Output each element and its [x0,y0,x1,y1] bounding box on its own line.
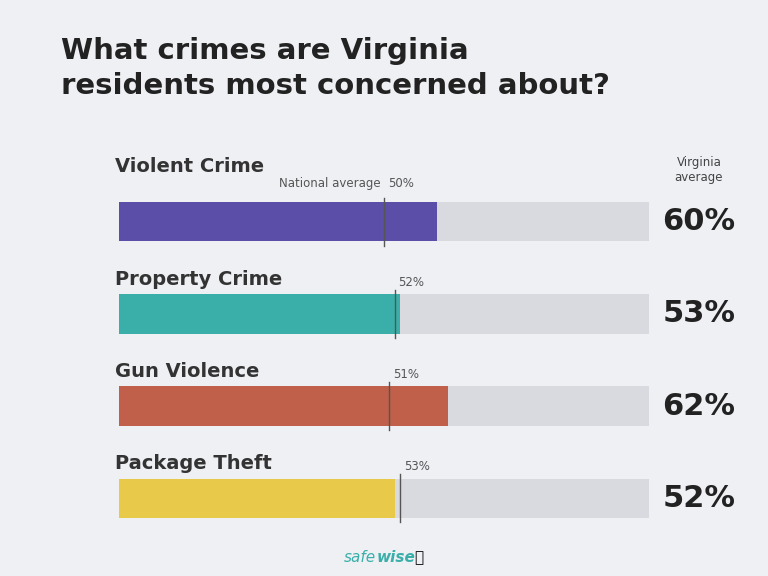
Text: residents most concerned about?: residents most concerned about? [61,72,611,100]
Text: wise: wise [376,550,415,565]
Text: 62%: 62% [662,392,736,420]
Text: 51%: 51% [393,367,419,381]
Bar [119,294,400,334]
Bar [119,202,437,241]
Text: 50%: 50% [388,176,414,190]
Bar [119,386,448,426]
Text: 60%: 60% [662,207,736,236]
Bar [119,479,395,518]
Text: safe: safe [344,550,376,565]
Text: Property Crime: Property Crime [115,270,283,289]
Text: Virginia
average: Virginia average [674,156,723,184]
Text: National average: National average [279,176,380,190]
Text: What crimes are Virginia: What crimes are Virginia [61,37,469,66]
Bar [119,479,649,518]
Text: 🦉: 🦉 [414,550,423,565]
Text: Package Theft: Package Theft [115,454,272,473]
Text: Gun Violence: Gun Violence [115,362,260,381]
Text: Violent Crime: Violent Crime [115,157,264,176]
Text: 53%: 53% [662,300,736,328]
Bar [119,386,649,426]
Bar [119,202,649,241]
Text: 52%: 52% [662,484,736,513]
Bar [119,294,649,334]
Text: 52%: 52% [399,275,425,289]
Text: 53%: 53% [404,460,429,473]
